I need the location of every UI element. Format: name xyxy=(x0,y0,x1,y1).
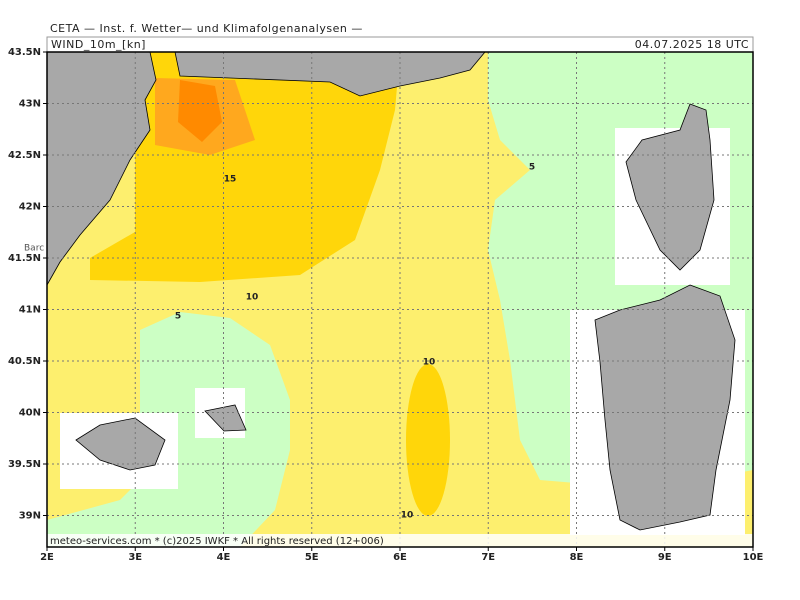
footer-text: meteo-services.com * (c)2025 IWKF * All … xyxy=(50,536,384,547)
axis-labels: 43.5N 43N 42.5N 42N 41.5N 41N 40.5N 40N 39.5N 39N… xyxy=(8,47,764,563)
lat-label: 42N xyxy=(19,202,41,213)
lat-label: 40N xyxy=(19,408,41,419)
header-title: CETA — Inst. f. Wetter— und Klimafolgena… xyxy=(50,22,363,35)
lon-label: 3E xyxy=(128,552,142,563)
lon-label: 2E xyxy=(40,552,54,563)
contour-label: 10 xyxy=(401,511,414,521)
lat-label: 42.5N xyxy=(8,150,41,161)
lon-label: 4E xyxy=(217,552,231,563)
lon-label: 5E xyxy=(305,552,319,563)
map-area: 15 10 5 10 5 10 meteo-services.com * (c)… xyxy=(47,52,753,547)
lon-label: 8E xyxy=(570,552,584,563)
lat-label: 40.5N xyxy=(8,356,41,367)
land-france xyxy=(174,52,486,97)
land-mallorca xyxy=(75,417,166,471)
lat-label: 43N xyxy=(19,99,41,110)
lon-label: 7E xyxy=(481,552,495,563)
contour-label: 15 xyxy=(224,175,237,185)
contour-label: 10 xyxy=(423,358,436,368)
place-label: Barc xyxy=(24,244,44,254)
lon-label: 9E xyxy=(658,552,672,563)
lon-label: 6E xyxy=(393,552,407,563)
land-menorca xyxy=(204,404,247,432)
contour-label: 10 xyxy=(246,293,259,303)
land-spain xyxy=(47,52,157,286)
lat-label: 39.5N xyxy=(8,459,41,470)
variable-label: WIND_10m_[kn] xyxy=(51,38,146,51)
strong-wind-core xyxy=(178,80,222,142)
lon-label: 10E xyxy=(743,552,764,563)
lat-label: 41N xyxy=(19,305,41,316)
land-corsica xyxy=(625,103,715,271)
valid-time: 04.07.2025 18 UTC xyxy=(635,38,749,51)
lat-label: 39N xyxy=(19,511,41,522)
lat-label: 41.5N xyxy=(8,253,41,264)
footer-band xyxy=(47,534,753,547)
wind-area xyxy=(406,364,450,516)
lat-label: 43.5N xyxy=(8,47,41,58)
contour-label: 5 xyxy=(175,312,181,322)
contour-label: 5 xyxy=(529,163,535,173)
